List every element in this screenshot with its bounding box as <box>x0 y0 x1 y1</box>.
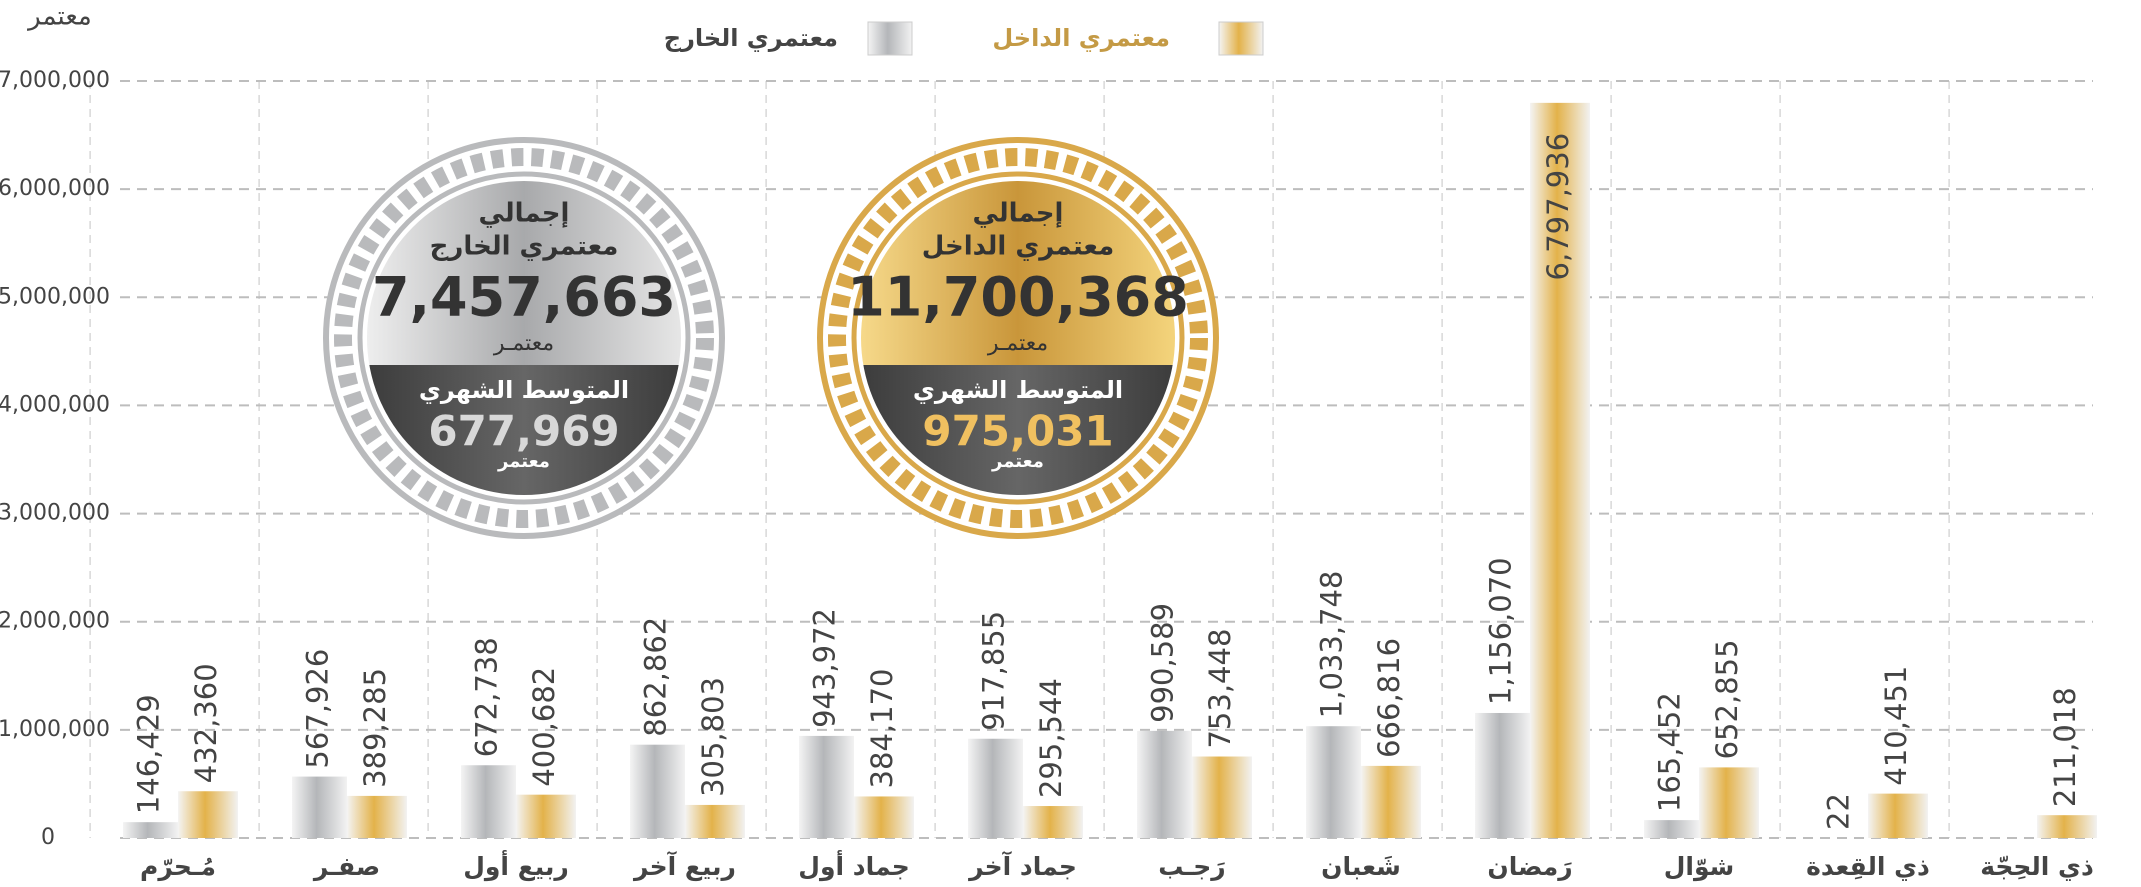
legend-label: معتمري الداخل <box>992 24 1170 52</box>
badge-subheading: معتمري الخارج <box>430 232 619 262</box>
x-tick-label: ذي الحِجّة <box>1980 852 2094 882</box>
bar <box>1306 726 1361 838</box>
bar <box>292 776 347 838</box>
x-tick-label: رَمضان <box>1487 852 1572 881</box>
value-label: 666,816 <box>1372 638 1406 758</box>
badge-avg: 975,031 <box>922 407 1113 456</box>
y-tick-label: 0 <box>41 825 55 850</box>
value-label: 1,033,748 <box>1315 571 1349 719</box>
value-label: 672,738 <box>470 637 504 757</box>
bar <box>123 822 178 838</box>
badge-avg_label: المتوسط الشهري <box>419 376 629 404</box>
bar <box>178 791 238 838</box>
value-label: 389,285 <box>358 668 392 788</box>
bar <box>461 765 516 838</box>
bar <box>854 796 914 838</box>
x-tick-label: مُـحرّم <box>140 852 216 882</box>
x-tick-label: ربيع آخر <box>632 851 736 882</box>
bar <box>516 794 576 838</box>
bar <box>968 738 1023 838</box>
value-label: 6,797,936 <box>1541 133 1575 281</box>
badge-heading: إجمالي <box>479 199 570 229</box>
legend-swatch <box>1218 21 1264 56</box>
value-label: 432,360 <box>189 663 223 783</box>
badge-heading: إجمالي <box>973 199 1064 229</box>
y-tick-label: 4,000,000 <box>0 392 110 417</box>
value-label: 400,682 <box>527 667 561 787</box>
bar <box>1361 765 1421 838</box>
bar <box>1137 730 1192 838</box>
value-label: 990,589 <box>1146 603 1180 723</box>
value-label: 305,803 <box>696 677 730 797</box>
bar <box>1192 756 1252 838</box>
value-label: 753,448 <box>1203 629 1237 749</box>
y-tick-label: 7,000,000 <box>0 68 110 93</box>
badge-total: 11,700,368 <box>847 266 1189 329</box>
bar <box>630 744 685 838</box>
value-label: 943,972 <box>808 608 842 728</box>
badge-subheading: معتمري الداخل <box>922 232 1114 262</box>
badge-avg: 677,969 <box>428 407 619 456</box>
x-tick-label: شوّال <box>1664 852 1735 882</box>
x-tick-label: رَجـب <box>1158 852 1225 881</box>
y-axis-label: معتمر <box>26 2 92 32</box>
badge-unit: معتمـر <box>493 331 554 356</box>
value-label: 862,862 <box>639 617 673 737</box>
badge-avg_unit: معتمر <box>991 451 1044 472</box>
value-label: 917,855 <box>977 611 1011 731</box>
badge-ring <box>828 148 1208 528</box>
badge-avg_unit: معتمر <box>497 451 550 472</box>
y-tick-label: 1,000,000 <box>0 717 110 742</box>
bar <box>1023 806 1083 838</box>
x-tick-label: صفـر <box>312 852 380 882</box>
legend-swatch <box>867 21 913 56</box>
bar <box>1530 102 1590 838</box>
value-label: 652,855 <box>1710 639 1744 759</box>
y-tick-label: 5,000,000 <box>0 284 110 309</box>
y-tick-label: 3,000,000 <box>0 501 110 526</box>
x-tick-label: جماد أول <box>798 850 910 882</box>
bar <box>1699 767 1759 838</box>
legend-label: معتمري الخارج <box>664 24 838 52</box>
x-tick-label: جماد آخر <box>967 851 1077 882</box>
bar <box>347 795 407 838</box>
bar <box>799 735 854 838</box>
value-label: 1,156,070 <box>1484 557 1518 705</box>
bar <box>1644 820 1699 838</box>
value-label: 211,018 <box>2048 687 2082 807</box>
badge-ring <box>357 171 691 505</box>
bar <box>1868 793 1928 838</box>
value-label: 410,451 <box>1879 666 1913 786</box>
badge-ring <box>334 148 714 528</box>
badge-total: 7,457,663 <box>372 266 676 329</box>
value-label: 384,170 <box>865 669 899 789</box>
value-label: 567,926 <box>301 649 335 769</box>
bar <box>685 804 745 838</box>
value-label: 295,544 <box>1034 678 1068 798</box>
x-tick-label: ذي القِعدة <box>1806 852 1930 882</box>
badge-unit: معتمـر <box>987 331 1048 356</box>
value-label: 146,429 <box>132 694 166 814</box>
bar <box>2037 815 2097 838</box>
badge-ring <box>851 171 1185 505</box>
value-label: 165,452 <box>1653 692 1687 812</box>
y-tick-label: 2,000,000 <box>0 609 110 634</box>
bar <box>1475 712 1530 838</box>
x-tick-label: شَعبان <box>1321 852 1401 881</box>
x-tick-label: ربيع أول <box>463 850 569 882</box>
y-tick-label: 6,000,000 <box>0 176 110 201</box>
value-label: 22 <box>1822 793 1856 830</box>
badge-avg_label: المتوسط الشهري <box>913 376 1123 404</box>
